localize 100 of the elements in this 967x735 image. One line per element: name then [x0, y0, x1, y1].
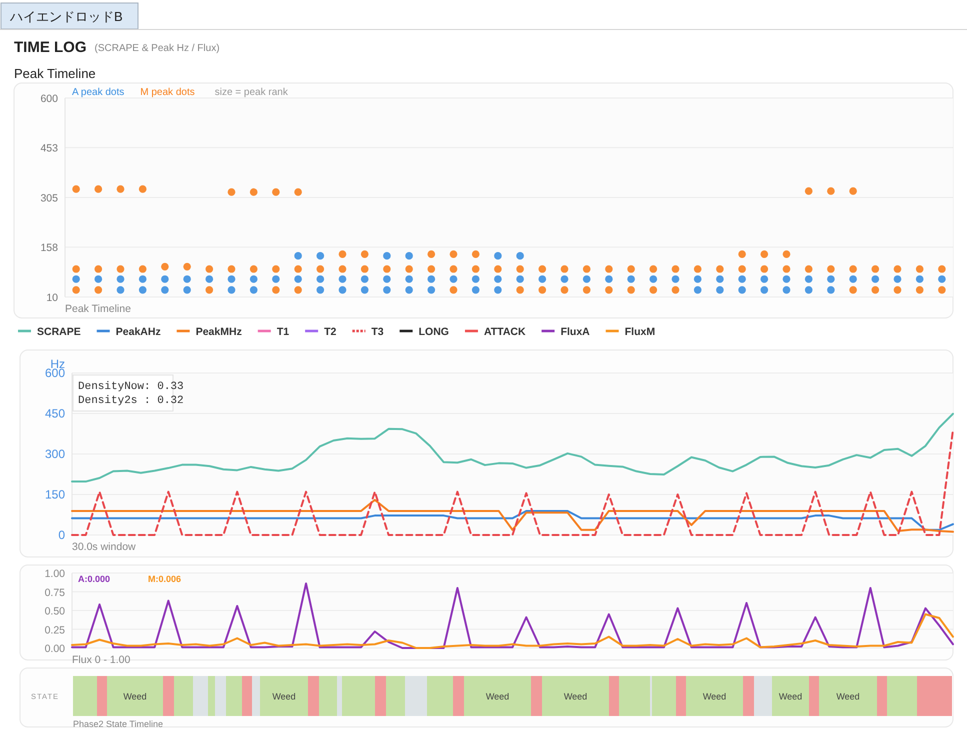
point [450, 286, 458, 294]
point [872, 265, 880, 273]
y-tick-label: 158 [40, 242, 58, 254]
legend-label: FluxA [560, 326, 590, 338]
text: Weed [486, 692, 510, 702]
point [72, 265, 80, 273]
y-tick-label: 0.00 [44, 643, 66, 655]
point [716, 286, 724, 294]
point [94, 185, 102, 193]
point [516, 252, 524, 260]
legend-label: PeakAHz [116, 326, 161, 338]
x-axis-title: Flux 0 - 1.00 [72, 654, 131, 666]
point [938, 275, 946, 283]
y-tick-label: 305 [40, 192, 58, 204]
text: Weed [702, 692, 726, 702]
point [294, 265, 302, 273]
point [116, 265, 124, 273]
point [872, 275, 880, 283]
point [849, 265, 857, 273]
point [538, 286, 546, 294]
point [450, 265, 458, 273]
point [161, 262, 169, 270]
point [338, 286, 346, 294]
point [116, 275, 124, 283]
point [360, 250, 368, 258]
point [716, 265, 724, 273]
point [428, 275, 436, 283]
y-tick-label: 10 [46, 292, 58, 304]
y-tick-label: 0.75 [44, 586, 66, 599]
point [428, 250, 436, 258]
point [228, 275, 236, 283]
legend-label: SCRAPE [37, 326, 81, 338]
point [228, 188, 236, 196]
point [183, 275, 191, 283]
point [582, 265, 590, 273]
point [760, 286, 768, 294]
point [405, 275, 413, 283]
point [316, 286, 324, 294]
point [916, 265, 924, 273]
legend-label: FluxM [624, 326, 656, 338]
y-tick-label: 0 [58, 528, 66, 542]
point [560, 265, 568, 273]
text: A peak dots [72, 87, 124, 98]
annotation: A:0.000 [78, 574, 110, 584]
point [605, 286, 613, 294]
point [383, 265, 391, 273]
point [272, 275, 280, 283]
point [360, 275, 368, 283]
point [782, 265, 790, 273]
point [183, 286, 191, 294]
point [738, 265, 746, 273]
point [250, 188, 258, 196]
point [250, 265, 258, 273]
point [383, 286, 391, 294]
point [294, 252, 302, 260]
text: Weed [123, 692, 147, 702]
legend-label: ATTACK [484, 326, 526, 338]
point [516, 275, 524, 283]
point [405, 286, 413, 294]
y-tick-label: 150 [44, 488, 66, 502]
y-tick-label: 450 [44, 406, 66, 420]
point [560, 286, 568, 294]
point [582, 275, 590, 283]
point [338, 250, 346, 258]
point [405, 252, 413, 260]
point [450, 250, 458, 258]
text: Weed [564, 692, 588, 702]
point [383, 275, 391, 283]
point [650, 265, 658, 273]
point [72, 185, 80, 193]
annotation: Density2s : 0.32 [78, 395, 184, 407]
point [272, 286, 280, 294]
point [428, 286, 436, 294]
point [782, 286, 790, 294]
point [738, 250, 746, 258]
point [228, 265, 236, 273]
text: Weed [272, 692, 296, 702]
text: (SCRAPE & Peak Hz / Flux) [94, 43, 220, 54]
point [938, 265, 946, 273]
point [716, 275, 724, 283]
point [782, 275, 790, 283]
point [804, 265, 812, 273]
point [894, 286, 902, 294]
annotation: M:0.006 [148, 574, 182, 584]
point [183, 262, 191, 270]
x-axis-title: 30.0s window [72, 541, 136, 553]
y-tick-label: 600 [40, 93, 58, 105]
point [428, 265, 436, 273]
point [294, 286, 302, 294]
point [472, 275, 480, 283]
point [206, 275, 214, 283]
point [494, 275, 502, 283]
legend-label: PeakMHz [196, 326, 242, 338]
y-tick-label: 0.50 [44, 606, 66, 618]
x-axis-title: Peak Timeline [65, 303, 132, 315]
legend-label: T2 [324, 326, 337, 338]
point [650, 286, 658, 294]
point [627, 265, 635, 273]
point [116, 185, 124, 193]
point [827, 187, 835, 195]
